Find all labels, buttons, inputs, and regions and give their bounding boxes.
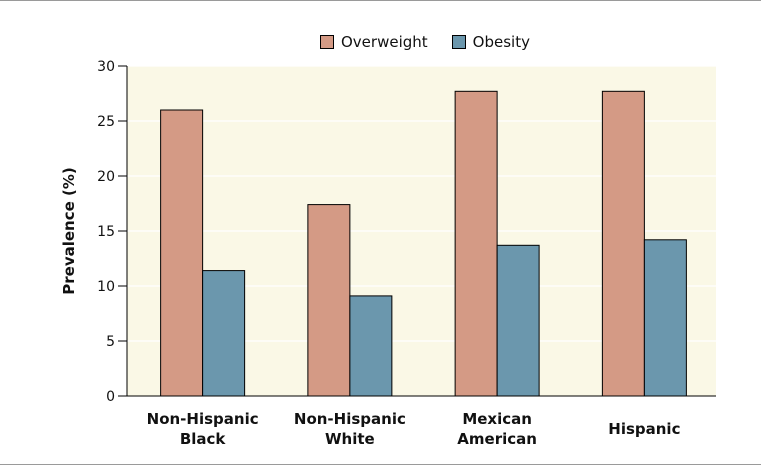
legend-label-obesity: Obesity bbox=[472, 33, 530, 51]
y-tick-label-0: 0 bbox=[106, 389, 115, 405]
legend: Overweight Obesity bbox=[320, 33, 530, 51]
x-axis-category-labels: Non-Hispanic Black Non-Hispanic White Mexica… bbox=[147, 410, 681, 448]
y-tick-label-20: 20 bbox=[97, 169, 115, 185]
bar-overweight-1 bbox=[307, 204, 351, 397]
y-tick-label-30: 30 bbox=[97, 59, 115, 75]
x-category-label-1: Non-Hispanic White bbox=[294, 410, 406, 448]
bar-overweight-3 bbox=[601, 90, 645, 397]
y-tick-label-10: 10 bbox=[97, 279, 115, 295]
y-tick-label-15: 15 bbox=[97, 224, 115, 240]
bar-obesity-3 bbox=[643, 239, 687, 397]
bar-obesity-0 bbox=[202, 270, 246, 397]
y-tick-label-5: 5 bbox=[106, 334, 115, 350]
bar-obesity-1 bbox=[349, 295, 393, 397]
legend-item-overweight: Overweight bbox=[320, 33, 428, 51]
legend-label-overweight: Overweight bbox=[341, 33, 428, 51]
x-category-label-0: Non-Hispanic Black bbox=[147, 410, 259, 448]
bars bbox=[160, 90, 687, 397]
bar-overweight-0 bbox=[160, 109, 204, 397]
legend-swatch-obesity bbox=[451, 35, 466, 49]
bar-obesity-2 bbox=[496, 244, 540, 397]
bar-overweight-2 bbox=[454, 90, 498, 397]
y-axis-ticks: 0 5 10 15 20 25 30 bbox=[97, 59, 127, 405]
x-category-label-2: Mexican American bbox=[457, 410, 537, 448]
y-tick-label-25: 25 bbox=[97, 114, 115, 130]
y-axis-title: Prevalence (%) bbox=[60, 167, 78, 295]
x-category-label-3: Hispanic bbox=[608, 420, 680, 438]
legend-item-obesity: Obesity bbox=[451, 33, 530, 51]
legend-swatch-overweight bbox=[320, 35, 334, 49]
